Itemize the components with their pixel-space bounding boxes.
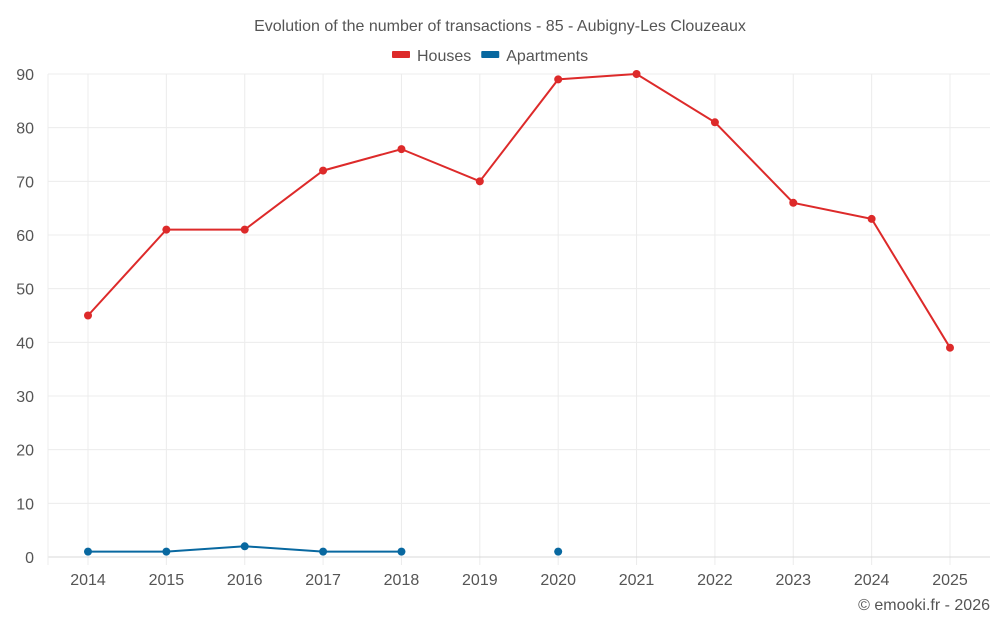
x-tick-label: 2015 bbox=[149, 572, 185, 589]
data-point bbox=[475, 177, 484, 186]
credit-text: © emooki.fr - 2026 bbox=[858, 597, 990, 614]
data-point bbox=[789, 198, 798, 207]
series-apartments bbox=[84, 542, 563, 556]
x-tick-label: 2016 bbox=[227, 572, 263, 589]
y-tick-label: 10 bbox=[16, 496, 34, 513]
series-line bbox=[87, 72, 951, 349]
legend: Houses Apartments bbox=[392, 48, 588, 65]
data-point bbox=[319, 547, 328, 556]
data-point bbox=[397, 547, 406, 556]
y-tick-label: 80 bbox=[16, 121, 34, 138]
x-tick-label: 2019 bbox=[462, 572, 498, 589]
x-tick-label: 2023 bbox=[775, 572, 811, 589]
x-tick-label: 2017 bbox=[305, 572, 341, 589]
y-tick-label: 30 bbox=[16, 389, 34, 406]
y-tick-label: 0 bbox=[25, 550, 34, 567]
grid bbox=[48, 73, 990, 565]
data-point bbox=[240, 225, 249, 234]
data-point bbox=[319, 166, 328, 175]
data-point bbox=[84, 547, 92, 556]
y-tick-label: 20 bbox=[16, 443, 34, 460]
data-point bbox=[554, 547, 563, 556]
data-point bbox=[632, 70, 641, 78]
x-tick-label: 2021 bbox=[619, 572, 655, 589]
legend-swatch bbox=[392, 51, 410, 58]
axes: 0 10 20 30 40 50 60 70 80 90 2014 2015 2016 2017 2018 2… bbox=[16, 67, 990, 589]
y-tick-label: 70 bbox=[16, 174, 34, 191]
data-point bbox=[710, 118, 719, 127]
data-point bbox=[162, 225, 171, 234]
x-tick-label: 2020 bbox=[540, 572, 576, 589]
x-tick-label: 2014 bbox=[70, 572, 106, 589]
y-tick-label: 50 bbox=[16, 282, 34, 299]
x-tick-label: 2018 bbox=[384, 572, 420, 589]
series-group bbox=[84, 70, 954, 556]
data-point bbox=[84, 311, 92, 320]
data-point bbox=[397, 145, 406, 154]
chart-title: Evolution of the number of transactions … bbox=[254, 18, 746, 35]
series-houses bbox=[84, 70, 954, 352]
x-tick-label: 2024 bbox=[854, 572, 890, 589]
x-tick-label: 2022 bbox=[697, 572, 733, 589]
y-tick-label: 40 bbox=[16, 335, 34, 352]
legend-swatch bbox=[481, 51, 500, 58]
data-point bbox=[554, 75, 563, 84]
x-tick-label: 2025 bbox=[932, 572, 968, 589]
legend-label: Houses bbox=[417, 48, 471, 65]
y-tick-label: 90 bbox=[16, 67, 34, 84]
legend-label: Apartments bbox=[506, 48, 588, 65]
data-point bbox=[867, 214, 876, 223]
data-point bbox=[946, 343, 954, 352]
data-point bbox=[162, 547, 171, 556]
y-tick-label: 60 bbox=[16, 228, 34, 245]
data-point bbox=[240, 542, 249, 551]
